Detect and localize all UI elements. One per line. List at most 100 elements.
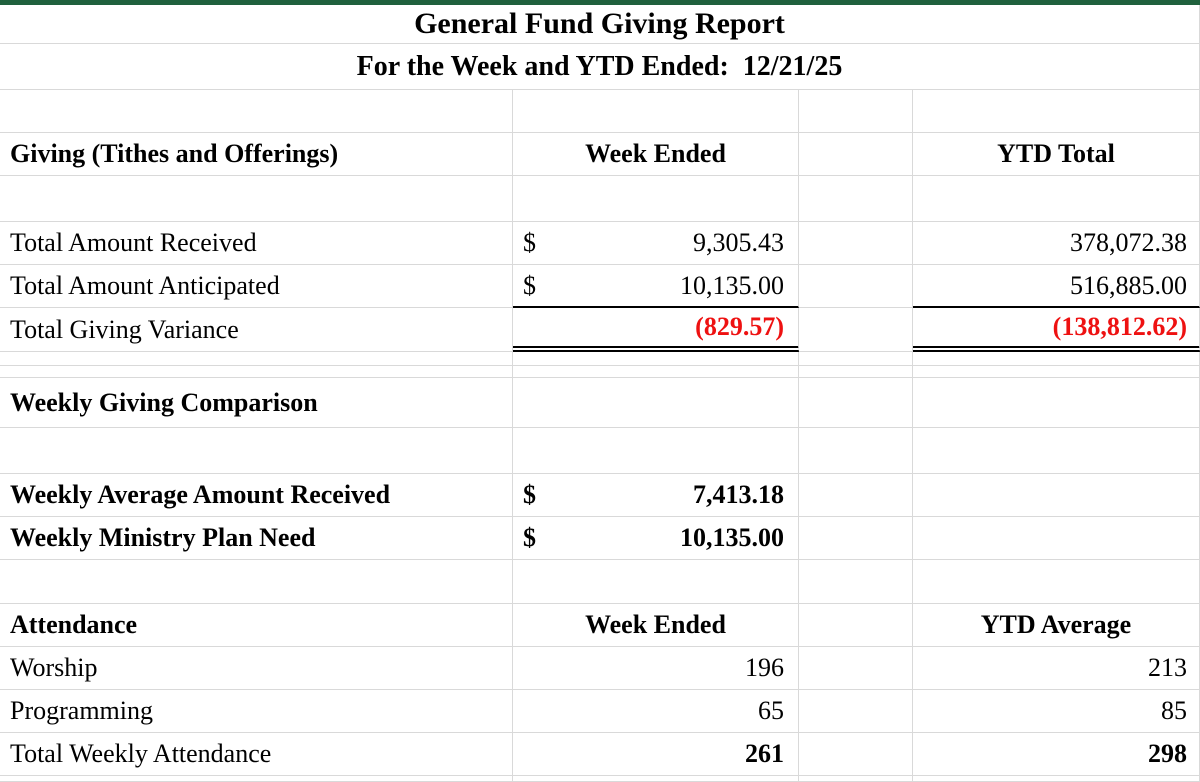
weekly-plan-need-label[interactable]: Weekly Ministry Plan Need <box>0 517 513 560</box>
total-received-row: Total Amount Received $ 9,305.43 378,072… <box>0 222 1200 265</box>
empty-cell <box>0 352 513 366</box>
empty-cell <box>799 176 913 222</box>
attendance-header-row: Attendance Week Ended YTD Average <box>0 604 1200 647</box>
total-received-week-cell[interactable]: $ 9,305.43 <box>513 222 799 265</box>
empty-cell <box>799 560 913 604</box>
total-anticipated-week-cell[interactable]: $ 10,135.00 <box>513 265 799 308</box>
total-received-ytd-cell[interactable]: 378,072.38 <box>913 222 1200 265</box>
empty-cell <box>913 428 1200 474</box>
empty-cell <box>0 428 513 474</box>
empty-cell <box>799 690 913 733</box>
giving-header-row: Giving (Tithes and Offerings) Week Ended… <box>0 133 1200 176</box>
currency-symbol: $ <box>523 228 536 257</box>
empty-cell <box>513 366 799 378</box>
empty-cell <box>799 222 913 265</box>
empty-cell <box>799 265 913 308</box>
empty-cell <box>799 378 913 428</box>
empty-row <box>0 428 1200 474</box>
giving-variance-label[interactable]: Total Giving Variance <box>0 308 513 352</box>
currency-symbol: $ <box>523 480 536 509</box>
partial-row <box>0 776 1200 782</box>
attendance-section-header[interactable]: Attendance <box>0 604 513 647</box>
worship-label[interactable]: Worship <box>0 647 513 690</box>
empty-cell <box>513 428 799 474</box>
weekly-average-label[interactable]: Weekly Average Amount Received <box>0 474 513 517</box>
empty-cell <box>0 560 513 604</box>
total-attendance-label[interactable]: Total Weekly Attendance <box>0 733 513 776</box>
empty-cell <box>513 90 799 133</box>
worship-row: Worship 196 213 <box>0 647 1200 690</box>
weekly-average-amount: 7,413.18 <box>693 480 784 509</box>
empty-cell <box>913 90 1200 133</box>
empty-cell <box>913 176 1200 222</box>
empty-cell <box>799 366 913 378</box>
empty-cell <box>0 176 513 222</box>
attendance-ytd-average-header[interactable]: YTD Average <box>913 604 1200 647</box>
total-attendance-row: Total Weekly Attendance 261 298 <box>0 733 1200 776</box>
comparison-header-row: Weekly Giving Comparison <box>0 378 1200 428</box>
giving-week-ended-header[interactable]: Week Ended <box>513 133 799 176</box>
empty-cell <box>0 90 513 133</box>
empty-cell <box>913 366 1200 378</box>
empty-cell <box>913 517 1200 560</box>
giving-variance-ytd-cell[interactable]: (138,812.62) <box>913 308 1200 352</box>
empty-cell <box>799 352 913 366</box>
attendance-week-ended-header[interactable]: Week Ended <box>513 604 799 647</box>
weekly-average-week-cell[interactable]: $ 7,413.18 <box>513 474 799 517</box>
empty-cell <box>513 378 799 428</box>
worship-ytd-cell[interactable]: 213 <box>913 647 1200 690</box>
empty-cell <box>913 560 1200 604</box>
programming-label[interactable]: Programming <box>0 690 513 733</box>
subtitle-row: For the Week and YTD Ended: 12/21/25 <box>0 44 1200 90</box>
empty-cell <box>799 776 913 782</box>
currency-symbol: $ <box>523 523 536 552</box>
total-received-label[interactable]: Total Amount Received <box>0 222 513 265</box>
empty-cell <box>799 647 913 690</box>
giving-section-header[interactable]: Giving (Tithes and Offerings) <box>0 133 513 176</box>
total-anticipated-row: Total Amount Anticipated $ 10,135.00 516… <box>0 265 1200 308</box>
empty-cell <box>799 604 913 647</box>
empty-cell <box>799 90 913 133</box>
empty-cell <box>0 366 513 378</box>
total-received-week-amount: 9,305.43 <box>693 228 784 257</box>
weekly-plan-need-week-cell[interactable]: $ 10,135.00 <box>513 517 799 560</box>
report-title[interactable]: General Fund Giving Report <box>0 5 1200 44</box>
currency-symbol: $ <box>523 270 536 300</box>
giving-variance-week-cell[interactable]: (829.57) <box>513 308 799 352</box>
empty-cell <box>913 776 1200 782</box>
title-row: General Fund Giving Report <box>0 5 1200 44</box>
weekly-plan-need-row: Weekly Ministry Plan Need $ 10,135.00 <box>0 517 1200 560</box>
empty-row <box>0 90 1200 133</box>
total-anticipated-ytd-cell[interactable]: 516,885.00 <box>913 265 1200 308</box>
empty-cell <box>799 428 913 474</box>
empty-cell <box>913 378 1200 428</box>
programming-ytd-cell[interactable]: 85 <box>913 690 1200 733</box>
programming-week-cell[interactable]: 65 <box>513 690 799 733</box>
empty-cell <box>799 474 913 517</box>
empty-row <box>0 560 1200 604</box>
total-anticipated-week-amount: 10,135.00 <box>680 270 784 300</box>
giving-ytd-total-header[interactable]: YTD Total <box>913 133 1200 176</box>
empty-cell <box>913 474 1200 517</box>
empty-row <box>0 176 1200 222</box>
total-attendance-ytd-cell[interactable]: 298 <box>913 733 1200 776</box>
giving-variance-row: Total Giving Variance (829.57) (138,812.… <box>0 308 1200 352</box>
empty-cell <box>513 352 799 366</box>
empty-cell <box>799 308 913 352</box>
empty-cell <box>513 776 799 782</box>
weekly-plan-need-amount: 10,135.00 <box>680 523 784 552</box>
total-anticipated-label[interactable]: Total Amount Anticipated <box>0 265 513 308</box>
empty-cell <box>799 733 913 776</box>
empty-cell <box>0 776 513 782</box>
empty-row <box>0 366 1200 378</box>
worship-week-cell[interactable]: 196 <box>513 647 799 690</box>
comparison-section-header[interactable]: Weekly Giving Comparison <box>0 378 513 428</box>
total-attendance-week-cell[interactable]: 261 <box>513 733 799 776</box>
window-top-accent-bar <box>0 0 1200 5</box>
empty-cell <box>799 133 913 176</box>
empty-cell <box>513 176 799 222</box>
empty-row <box>0 352 1200 366</box>
report-subtitle[interactable]: For the Week and YTD Ended: 12/21/25 <box>0 44 1200 90</box>
empty-cell <box>913 352 1200 366</box>
